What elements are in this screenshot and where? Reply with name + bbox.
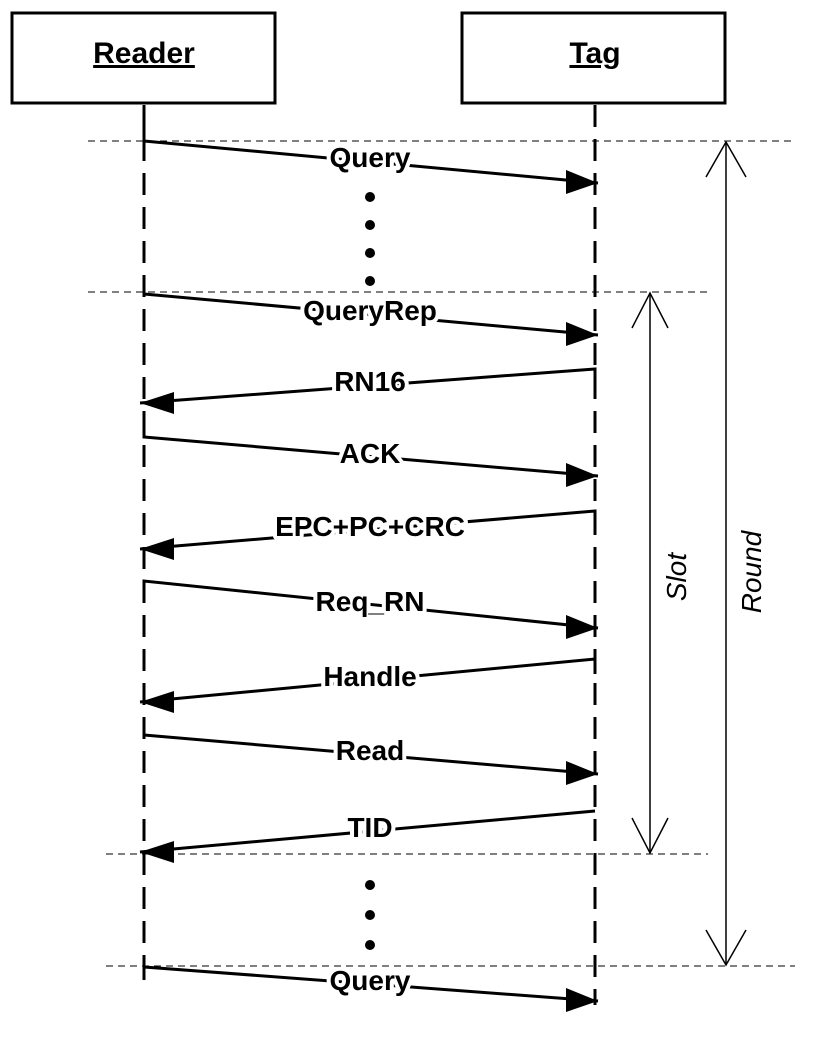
- message-queryrep: QueryRep: [143, 291, 599, 346]
- message-query-2: Query: [142, 961, 599, 1012]
- ellipsis-top: [365, 192, 375, 286]
- tag-actor: Tag: [460, 11, 727, 105]
- message-label: EPC+PC+CRC: [275, 511, 465, 542]
- message-label: Req_RN: [316, 586, 425, 617]
- message-label: Handle: [323, 661, 416, 692]
- message-label: Query: [330, 142, 411, 173]
- message-label: ACK: [340, 438, 401, 469]
- message-label: Query: [330, 965, 411, 996]
- tag-label: Tag: [569, 37, 620, 70]
- reader-actor: Reader: [10, 11, 277, 105]
- message-query-1: Query: [142, 127, 599, 194]
- round-label: Round: [736, 529, 767, 613]
- message-label: RN16: [334, 366, 406, 397]
- message-handle: Handle: [139, 657, 597, 713]
- slot-label: Slot: [661, 552, 692, 601]
- message-tid: TID: [139, 808, 596, 863]
- slot-span: Slot: [631, 291, 692, 855]
- message-ack: ACK: [142, 423, 599, 487]
- message-label: QueryRep: [303, 295, 437, 326]
- message-rn16: RN16: [139, 362, 597, 414]
- message-label: Read: [336, 735, 404, 766]
- message-read: Read: [143, 731, 599, 785]
- message-epc-pc-crc: EPC+PC+CRC: [139, 507, 597, 560]
- reader-label: Reader: [93, 37, 195, 70]
- message-label: TID: [347, 812, 392, 843]
- message-req-rn: Req_RN: [142, 579, 599, 639]
- round-span: Round: [705, 140, 767, 967]
- ellipsis-bottom: [365, 880, 375, 950]
